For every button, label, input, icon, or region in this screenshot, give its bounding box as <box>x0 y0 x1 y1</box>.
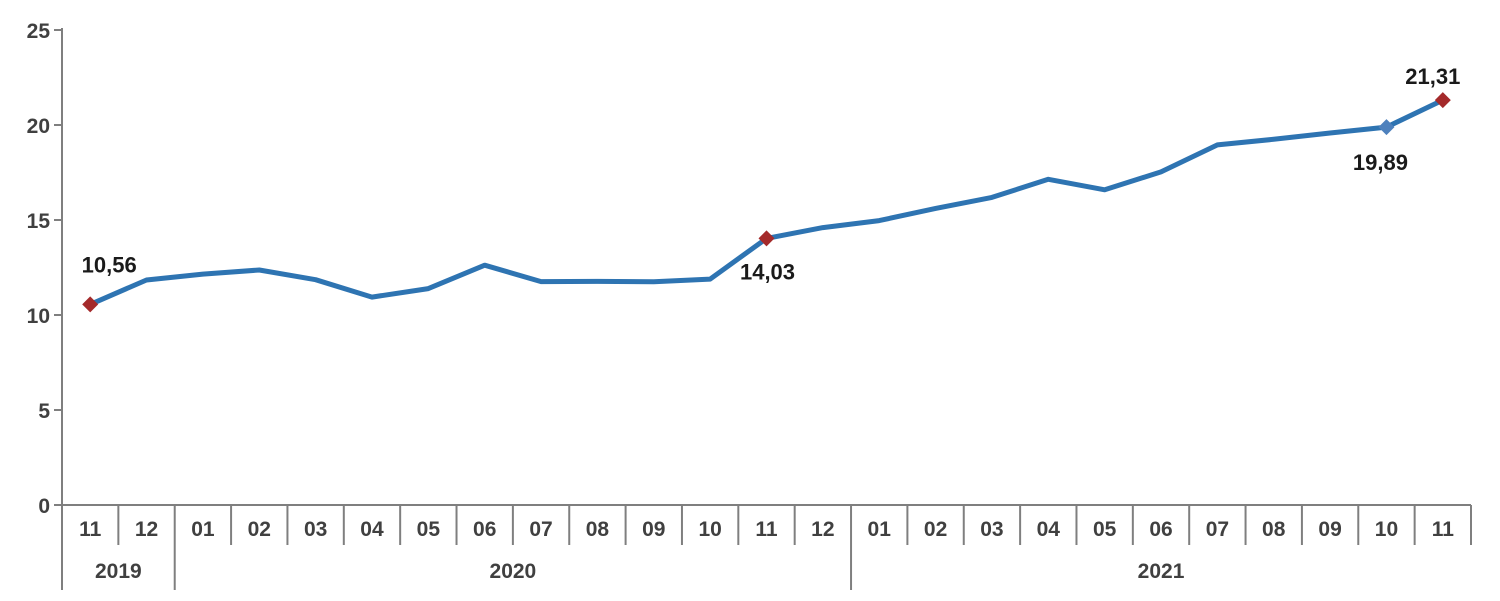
month-label: 09 <box>642 518 665 541</box>
month-label: 10 <box>1375 518 1398 541</box>
data-label: 21,31 <box>1405 64 1460 89</box>
y-tick-label: 0 <box>38 495 50 518</box>
month-label: 12 <box>811 518 834 541</box>
month-label: 08 <box>1262 518 1286 541</box>
data-marker-diamond <box>758 230 775 247</box>
year-label: 2021 <box>1138 560 1185 583</box>
y-tick-label: 5 <box>38 400 50 423</box>
month-label: 05 <box>1093 518 1117 541</box>
month-label: 06 <box>473 518 496 541</box>
month-label: 03 <box>304 518 327 541</box>
y-tick-label: 15 <box>27 210 51 233</box>
month-label: 11 <box>755 518 778 541</box>
month-label: 11 <box>1432 518 1455 541</box>
month-label: 09 <box>1318 518 1341 541</box>
data-marker-diamond <box>1378 119 1395 136</box>
y-tick-label: 25 <box>27 20 51 43</box>
month-label: 08 <box>586 518 610 541</box>
month-label: 10 <box>698 518 721 541</box>
month-label: 11 <box>79 518 102 541</box>
month-label: 01 <box>868 518 892 541</box>
month-label: 05 <box>417 518 441 541</box>
month-label: 02 <box>248 518 271 541</box>
data-label: 10,56 <box>82 252 137 277</box>
data-label: 14,03 <box>740 259 795 284</box>
data-marker-diamond <box>1434 92 1451 109</box>
data-marker-diamond <box>82 296 99 313</box>
y-tick-label: 10 <box>27 305 50 328</box>
y-tick-label: 20 <box>27 115 50 138</box>
month-label: 02 <box>924 518 947 541</box>
month-label: 07 <box>1206 518 1229 541</box>
month-label: 07 <box>529 518 552 541</box>
month-label: 04 <box>1037 518 1061 541</box>
year-label: 2019 <box>95 560 142 583</box>
month-label: 04 <box>360 518 384 541</box>
month-label: 01 <box>191 518 215 541</box>
data-label: 19,89 <box>1353 150 1408 175</box>
month-label: 03 <box>980 518 1003 541</box>
year-label: 2020 <box>490 560 537 583</box>
month-label: 06 <box>1149 518 1172 541</box>
month-label: 12 <box>135 518 158 541</box>
